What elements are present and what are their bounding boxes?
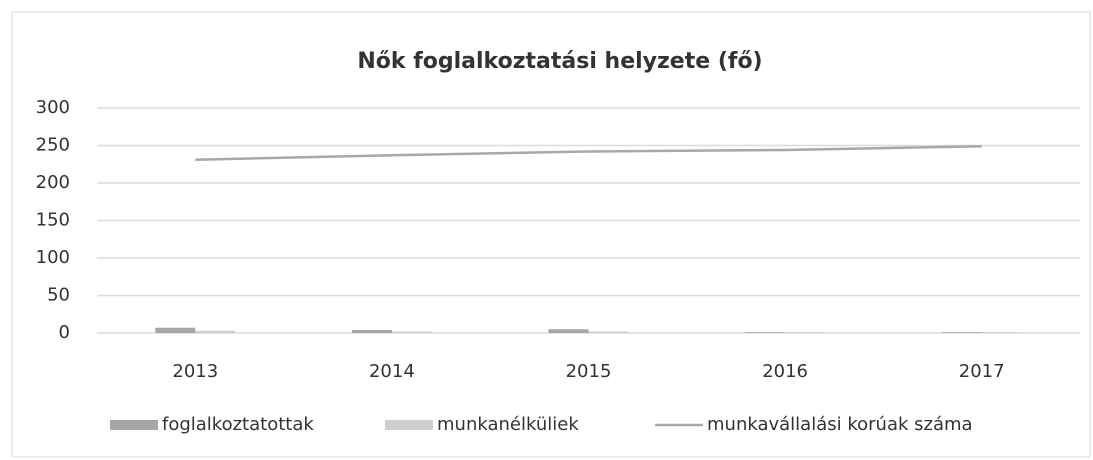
bar [351,330,392,333]
line [195,145,982,161]
y-tick-label: 200 [36,172,70,193]
legend-label: munkavállalási korúak száma [707,414,973,435]
x-tick-label: 2014 [369,361,415,382]
legend-label: foglalkoztatottak [162,414,314,435]
bar [548,329,589,333]
legend-swatch [385,420,433,430]
bar [195,330,236,333]
bar [981,332,1022,333]
bar [745,332,786,333]
chart-title: Nők foglalkoztatási helyzete (fő) [357,49,762,74]
x-tick-label: 2015 [566,361,612,382]
chart-border [11,11,1091,458]
y-tick-label: 300 [36,97,70,118]
x-tick-label: 2017 [959,361,1005,382]
bar [155,327,196,333]
bar [785,332,826,333]
legend-swatch [110,420,158,430]
x-tick-label: 2016 [762,361,808,382]
y-tick-label: 250 [36,135,70,156]
x-tick-label: 2013 [172,361,218,382]
bar [941,332,982,333]
bar [391,331,432,333]
legend-label: munkanélküliek [437,414,579,435]
y-tick-label: 150 [36,210,70,231]
y-tick-label: 0 [59,322,70,343]
bar [588,331,629,333]
y-tick-label: 50 [47,285,70,306]
y-tick-label: 100 [36,247,70,268]
